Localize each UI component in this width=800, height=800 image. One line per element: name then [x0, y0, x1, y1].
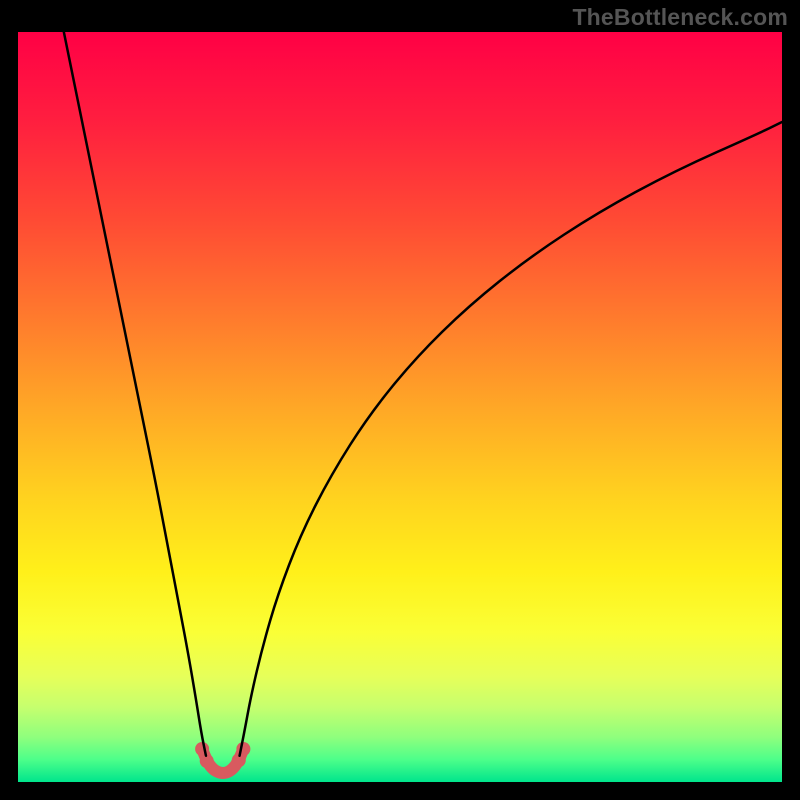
chart-container: TheBottleneck.com [0, 0, 800, 800]
band-dot-3 [236, 742, 250, 756]
band-dot-0 [195, 742, 209, 756]
plot-background [18, 32, 782, 782]
watermark-text: TheBottleneck.com [572, 4, 788, 31]
bottleneck-chart [0, 0, 800, 800]
